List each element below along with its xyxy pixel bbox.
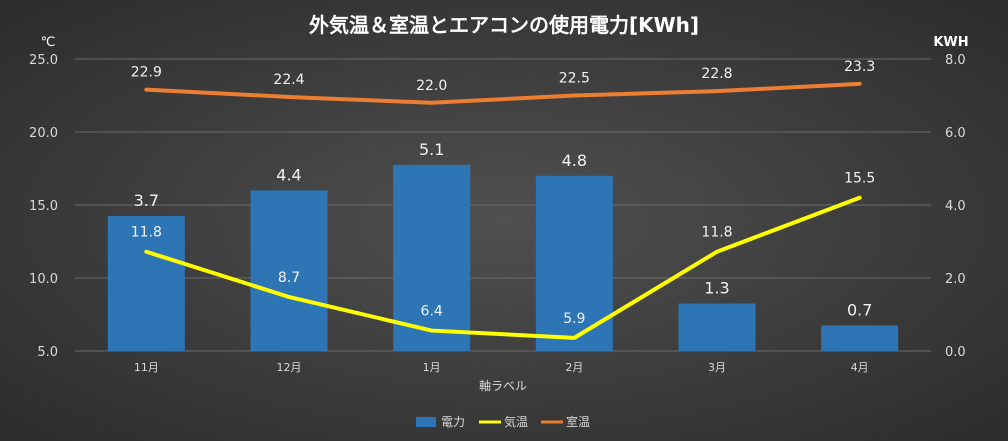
data-label-室温: 22.0	[416, 78, 447, 94]
line-室温	[144, 81, 862, 105]
legend-swatch-電力	[416, 417, 436, 427]
data-label-気温: 15.5	[844, 171, 875, 187]
category-label: 12月	[277, 361, 302, 374]
data-label-電力: 5.1	[419, 140, 444, 159]
category-label: 4月	[851, 361, 869, 374]
right-axis-unit: KWH	[933, 35, 968, 50]
data-label-室温: 22.8	[701, 66, 732, 82]
x-axis-title: 軸ラベル	[479, 379, 527, 393]
data-label-気温: 11.8	[131, 225, 162, 241]
data-label-室温: 22.4	[273, 72, 304, 88]
category-label: 1月	[423, 361, 441, 374]
legend[interactable]: 電力 気温 室温	[416, 414, 590, 429]
data-labels: 3.7 4.4 5.1 4.8 1.3 0.7 11.8 8.7 6.4 5.9 11.8 15.5 2…	[131, 59, 876, 327]
bar-電力	[393, 164, 471, 351]
data-label-気温: 11.8	[701, 225, 732, 241]
data-label-気温: 5.9	[563, 311, 585, 327]
category-label: 3月	[708, 361, 726, 374]
bar-電力	[250, 190, 328, 351]
data-label-室温: 22.9	[131, 65, 162, 81]
data-label-電力: 0.7	[847, 300, 872, 319]
right-tick-label: 2.0	[945, 272, 966, 287]
right-tick-label: 8.0	[945, 53, 966, 68]
data-label-気温: 6.4	[421, 304, 443, 320]
right-tick-label: 4.0	[945, 199, 966, 214]
left-axis-unit: ℃	[41, 35, 56, 50]
left-tick-label: 20.0	[29, 126, 58, 141]
data-label-電力: 4.8	[562, 151, 587, 170]
line-気温	[144, 195, 862, 340]
data-label-気温: 8.7	[278, 270, 300, 286]
category-labels: 11月 12月 1月 2月 3月 4月	[134, 361, 869, 374]
right-tick-label: 0.0	[945, 345, 966, 360]
data-label-室温: 23.3	[844, 59, 875, 75]
category-label: 11月	[134, 361, 159, 374]
bar-電力	[107, 215, 185, 351]
data-label-電力: 4.4	[276, 165, 301, 184]
chart-title: 外気温＆室温とエアコンの使用電力[KWh]	[309, 13, 699, 37]
category-label: 2月	[565, 361, 583, 374]
right-axis-ticks: 0.0 2.0 4.0 6.0 8.0	[945, 53, 966, 360]
bar-series	[107, 164, 899, 351]
data-label-電力: 3.7	[134, 191, 159, 210]
left-tick-label: 5.0	[37, 345, 58, 360]
legend-label-電力: 電力	[441, 415, 465, 429]
left-tick-label: 15.0	[29, 199, 58, 214]
gridlines	[75, 58, 931, 352]
left-tick-label: 10.0	[29, 272, 58, 287]
left-axis-ticks: 5.0 10.0 15.0 20.0 25.0	[29, 53, 58, 360]
legend-label-気温: 気温	[504, 414, 528, 429]
data-label-電力: 1.3	[704, 279, 729, 298]
left-tick-label: 25.0	[29, 53, 58, 68]
bar-電力	[678, 303, 756, 351]
legend-label-室温: 室温	[566, 414, 590, 429]
right-tick-label: 6.0	[945, 126, 966, 141]
bar-電力	[821, 325, 899, 351]
data-label-室温: 22.5	[559, 71, 590, 87]
line-series	[144, 81, 862, 340]
